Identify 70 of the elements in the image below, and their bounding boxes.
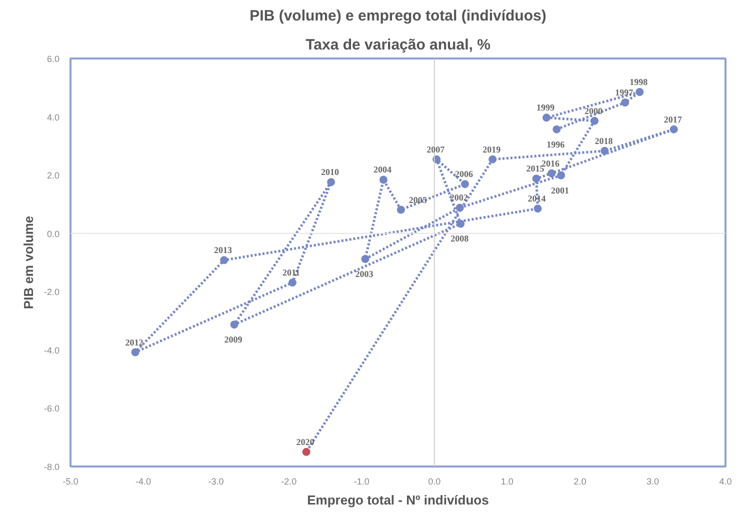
point (327, 178, 336, 186)
x-tick-label: 2.0 (574, 476, 586, 486)
annotation: 2004 (373, 164, 392, 175)
point (230, 320, 238, 329)
y-tick-label: -8.0 (44, 462, 60, 472)
annotation: 2011 (282, 268, 300, 278)
y-tick-label: 6.0 (46, 54, 60, 64)
y-tick-label: 0.0 (46, 228, 60, 239)
annotation: 2009 (224, 334, 243, 345)
point (288, 278, 296, 287)
x-tick-label: -2.0 (281, 476, 297, 486)
point (557, 171, 566, 180)
point (621, 98, 630, 106)
annotation: 2012 (125, 337, 144, 348)
annotation: 2000 (584, 106, 603, 116)
annotation: 2017 (664, 114, 682, 124)
x-tick-label: -3.0 (208, 476, 224, 486)
y-tick-label: -6.0 (44, 404, 60, 414)
annotation: 2006 (454, 169, 474, 180)
y-tick-label: 4.0 (46, 112, 60, 122)
point (542, 114, 550, 122)
annotation: 2014 (528, 194, 546, 204)
point (636, 88, 644, 96)
point (460, 180, 469, 188)
point (379, 176, 388, 184)
annotation: 2013 (214, 245, 233, 256)
annotation: 2008 (450, 234, 470, 244)
point (600, 146, 609, 155)
annotation: 2001 (551, 185, 570, 196)
point (131, 348, 140, 356)
point (548, 169, 556, 178)
annotation: 2003 (355, 269, 374, 280)
chart-subtitle: Taxa de variação anual, % (306, 36, 490, 54)
point (552, 125, 561, 134)
y-tick-label: -2.0 (44, 287, 60, 298)
annotation: 2002 (450, 192, 468, 203)
x-tick-label: 3.0 (646, 476, 659, 486)
x-tick-label: 0.0 (428, 476, 441, 486)
point (396, 206, 405, 214)
chart-title: PIB (volume) e emprego total (indivíduos) (250, 8, 546, 24)
annotation: 1997 (615, 88, 634, 98)
x-tick-label: -1.0 (354, 476, 370, 486)
point (456, 220, 465, 228)
point (670, 125, 678, 134)
annotation: 2019 (482, 144, 502, 154)
point (590, 116, 598, 125)
point (532, 174, 540, 183)
x-tick-label: 1.0 (500, 476, 514, 486)
annotation: 1996 (546, 139, 566, 150)
annotation: 2005 (408, 194, 428, 205)
x-tick-label: 4.0 (719, 476, 732, 486)
annotation: 1999 (536, 102, 555, 113)
x-tick-label: -4.0 (136, 476, 152, 486)
point (302, 448, 310, 456)
annotation: 2018 (594, 136, 614, 146)
point (534, 204, 542, 213)
annotation: 1998 (630, 77, 648, 88)
y-axis-title: PIB em volume (20, 216, 36, 310)
point (361, 255, 370, 263)
annotation: 2010 (321, 167, 340, 178)
y-tick-label: -4.0 (44, 345, 60, 356)
point (488, 155, 497, 164)
point (220, 256, 228, 264)
annotation: 2016 (542, 158, 560, 168)
annotation: 2007 (426, 144, 446, 154)
x-tick-label: -5.0 (62, 476, 78, 486)
y-tick-label: 2.0 (46, 170, 60, 181)
point (456, 204, 464, 212)
x-axis-title: Emprego total - Nº indivíduos (307, 492, 489, 508)
annotation: 2020 (296, 436, 315, 447)
